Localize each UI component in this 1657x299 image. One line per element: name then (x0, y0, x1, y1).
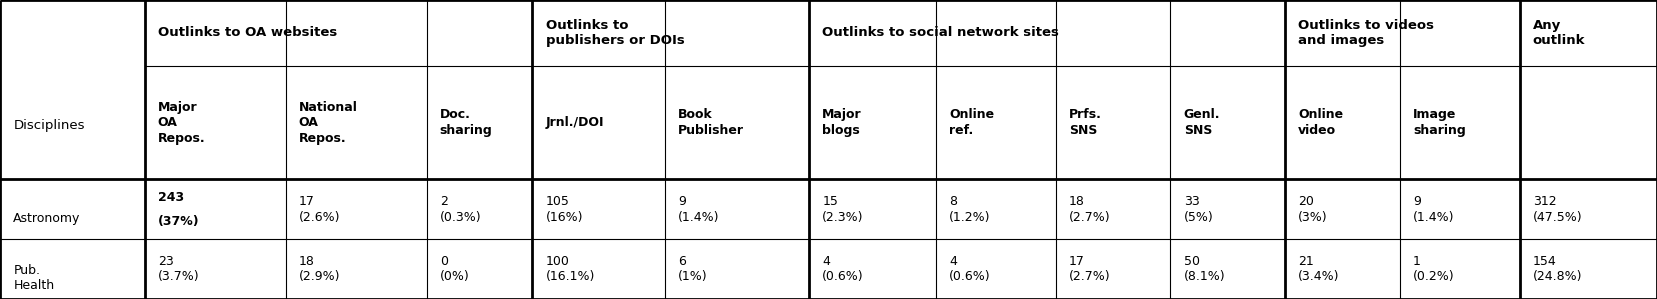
Text: 100
(16.1%): 100 (16.1%) (545, 255, 595, 283)
Text: National
OA
Repos.: National OA Repos. (298, 100, 358, 145)
Text: 4
(0.6%): 4 (0.6%) (949, 255, 991, 283)
Text: 23
(3.7%): 23 (3.7%) (157, 255, 199, 283)
Text: Outlinks to social network sites: Outlinks to social network sites (822, 26, 1059, 39)
Text: 17
(2.6%): 17 (2.6%) (298, 195, 340, 224)
Text: 15
(2.3%): 15 (2.3%) (822, 195, 863, 224)
Text: 33
(5%): 33 (5%) (1183, 195, 1213, 224)
Text: Major
OA
Repos.: Major OA Repos. (157, 100, 205, 145)
Text: 17
(2.7%): 17 (2.7%) (1069, 255, 1110, 283)
Text: Outlinks to
publishers or DOIs: Outlinks to publishers or DOIs (545, 19, 684, 47)
Text: 1
(0.2%): 1 (0.2%) (1413, 255, 1455, 283)
Text: Any
outlink: Any outlink (1533, 19, 1586, 47)
Text: 20
(3%): 20 (3%) (1299, 195, 1327, 224)
Text: 105
(16%): 105 (16%) (545, 195, 583, 224)
Text: Doc.
sharing: Doc. sharing (439, 108, 492, 137)
Text: 50
(8.1%): 50 (8.1%) (1183, 255, 1226, 283)
Text: 8
(1.2%): 8 (1.2%) (949, 195, 991, 224)
Text: 18
(2.9%): 18 (2.9%) (298, 255, 340, 283)
Text: 9
(1.4%): 9 (1.4%) (678, 195, 719, 224)
Text: 0
(0%): 0 (0%) (439, 255, 469, 283)
Text: Outlinks to videos
and images: Outlinks to videos and images (1299, 19, 1435, 47)
Text: Genl.
SNS: Genl. SNS (1183, 108, 1220, 137)
Text: Book
Publisher: Book Publisher (678, 108, 744, 137)
Text: 312
(47.5%): 312 (47.5%) (1533, 195, 1582, 224)
Text: 4
(0.6%): 4 (0.6%) (822, 255, 863, 283)
Text: Online
video: Online video (1299, 108, 1344, 137)
Text: Pub.
Health: Pub. Health (13, 264, 55, 292)
Text: 21
(3.4%): 21 (3.4%) (1299, 255, 1341, 283)
Text: Outlinks to OA websites: Outlinks to OA websites (157, 26, 336, 39)
Text: Image
sharing: Image sharing (1413, 108, 1466, 137)
Text: (37%): (37%) (157, 215, 199, 228)
Text: Jrnl./DOI: Jrnl./DOI (545, 116, 605, 129)
Text: 6
(1%): 6 (1%) (678, 255, 708, 283)
Text: 18
(2.7%): 18 (2.7%) (1069, 195, 1110, 224)
Text: 9
(1.4%): 9 (1.4%) (1413, 195, 1455, 224)
Text: Disciplines: Disciplines (13, 119, 85, 132)
Text: Major
blogs: Major blogs (822, 108, 862, 137)
Text: 2
(0.3%): 2 (0.3%) (439, 195, 482, 224)
Text: 154
(24.8%): 154 (24.8%) (1533, 255, 1582, 283)
Text: Online
ref.: Online ref. (949, 108, 994, 137)
Text: Astronomy: Astronomy (13, 212, 81, 225)
Text: Prfs.
SNS: Prfs. SNS (1069, 108, 1102, 137)
Text: 243: 243 (157, 191, 184, 204)
